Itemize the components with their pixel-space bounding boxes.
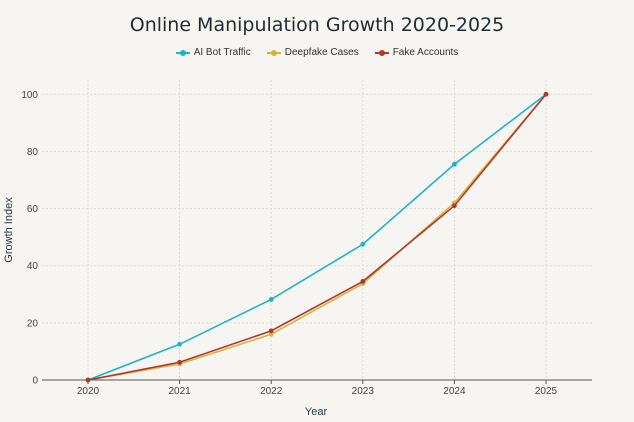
legend-label: Deepfake Cases (284, 47, 359, 58)
data-point (177, 359, 183, 365)
gridlines (42, 80, 592, 380)
legend-swatch-icon (175, 48, 190, 58)
y-tick-label: 0 (32, 376, 38, 387)
legend-label: AI Bot Traffic (193, 47, 251, 58)
y-tick-label: 60 (27, 204, 39, 215)
x-tick-label: 2024 (443, 386, 466, 397)
data-point (452, 203, 457, 209)
legend-swatch-icon (374, 48, 389, 58)
y-tick-label: 80 (27, 147, 39, 158)
data-point (177, 341, 183, 347)
series-line-0 (87, 93, 547, 381)
legend-item-ai-bot-traffic[interactable]: AI Bot Traffic (175, 47, 251, 58)
chart-title: Online Manipulation Growth 2020-2025 (129, 14, 505, 36)
legend-label: Fake Accounts (392, 47, 459, 58)
y-axis-label: Growth Index (3, 197, 15, 263)
data-point (268, 328, 274, 334)
data-point (360, 279, 366, 284)
y-tick-label: 20 (27, 318, 39, 329)
legend: AI Bot Traffic Deepfake Cases Fake Accou… (0, 47, 634, 58)
data-point (543, 91, 549, 97)
data-point (268, 331, 274, 337)
legend-item-fake-accounts[interactable]: Fake Accounts (374, 47, 459, 58)
series-line-2 (87, 93, 547, 381)
legend-item-deepfake-cases[interactable]: Deepfake Cases (266, 47, 359, 58)
x-tick-label: 2021 (168, 386, 191, 397)
x-tick-label: 2022 (260, 386, 283, 397)
axes: 0 20 40 60 80 100 2020 2021 2022 2023 2024 2025 (21, 90, 592, 397)
data-point (85, 377, 91, 383)
y-tick-label: 100 (21, 90, 38, 101)
data-point (360, 241, 366, 247)
x-tick-label: 2023 (352, 386, 375, 397)
series-lines (85, 91, 549, 383)
x-tick-label: 2025 (535, 386, 558, 397)
x-axis-label: Year (305, 406, 328, 418)
data-point (268, 297, 274, 302)
y-tick-label: 40 (27, 261, 39, 272)
series-line-1 (87, 93, 547, 381)
data-point (452, 161, 457, 167)
legend-swatch-icon (266, 48, 281, 58)
x-tick-label: 2020 (77, 386, 100, 397)
